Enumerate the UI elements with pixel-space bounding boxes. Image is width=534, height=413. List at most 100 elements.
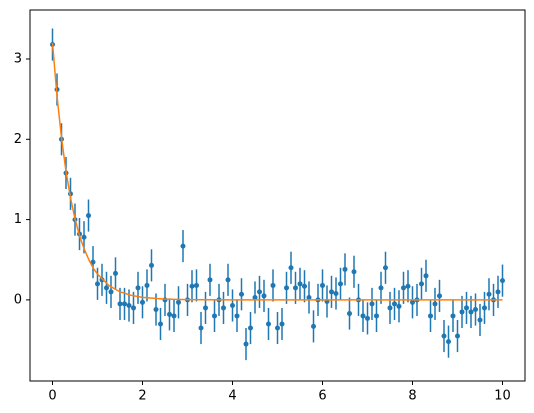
- data-point: [383, 265, 388, 271]
- x-tick-label: 6: [318, 389, 326, 404]
- data-point: [410, 299, 415, 305]
- data-point: [144, 282, 150, 288]
- data-point: [252, 294, 258, 300]
- plot-frame: [29, 9, 526, 382]
- data-point: [113, 270, 118, 276]
- x-tick-label: 2: [138, 389, 146, 404]
- data-point: [149, 262, 154, 268]
- y-tick-label: 1: [14, 212, 22, 227]
- data-point: [360, 313, 366, 319]
- data-point: [437, 293, 442, 299]
- data-point: [441, 333, 447, 339]
- data-point: [86, 213, 91, 219]
- data-point: [401, 285, 406, 291]
- data-point: [194, 282, 199, 288]
- data-point: [104, 285, 109, 291]
- y-tick-label: 0: [14, 292, 22, 307]
- x-tick-label: 4: [228, 389, 236, 404]
- data-point: [131, 305, 136, 311]
- data-point: [455, 333, 460, 339]
- data-point: [495, 289, 501, 295]
- x-tick-label: 10: [494, 389, 511, 404]
- data-point: [459, 309, 465, 315]
- data-point: [329, 289, 334, 295]
- data-point: [225, 277, 231, 283]
- fit-line: [51, 42, 503, 301]
- y-tick-label: 3: [14, 51, 22, 66]
- data-point: [230, 303, 235, 309]
- data-point: [95, 281, 100, 287]
- data-point: [135, 285, 141, 291]
- data-point: [428, 313, 433, 319]
- data-point: [234, 313, 240, 319]
- data-point: [122, 301, 127, 307]
- data-point: [288, 265, 294, 271]
- data-point: [464, 305, 469, 311]
- data-point: [365, 315, 370, 321]
- data-point: [396, 303, 402, 309]
- data-point: [378, 285, 384, 291]
- data-point: [140, 299, 145, 305]
- data-point: [108, 289, 114, 295]
- data-point: [297, 281, 303, 287]
- data-point: [171, 313, 177, 319]
- data-point: [369, 301, 375, 307]
- data-point: [279, 321, 285, 327]
- data-point: [423, 273, 429, 279]
- data-point: [126, 303, 132, 309]
- data-point: [311, 323, 316, 329]
- data-point: [99, 277, 105, 283]
- data-point: [387, 305, 393, 311]
- data-point: [221, 305, 226, 311]
- data-point: [333, 290, 339, 296]
- data-point: [90, 259, 96, 265]
- data-point: [266, 321, 271, 327]
- data-point: [500, 278, 505, 284]
- data-point: [432, 301, 438, 307]
- data-point: [180, 243, 186, 249]
- data-point: [198, 325, 204, 331]
- data-point: [446, 339, 451, 345]
- data-point: [468, 309, 474, 315]
- data-point: [189, 283, 195, 289]
- data-point: [342, 266, 348, 272]
- data-point: [338, 281, 343, 287]
- data-point: [284, 285, 289, 291]
- data-point: [239, 291, 244, 297]
- data-point: [212, 313, 217, 319]
- data-point: [275, 325, 280, 331]
- data-point: [117, 301, 123, 307]
- data-point: [81, 234, 87, 240]
- y-tick-label: 2: [14, 132, 22, 147]
- data-point: [486, 291, 492, 297]
- data-point: [176, 299, 181, 305]
- x-tick-label: 8: [408, 389, 416, 404]
- data-point: [203, 305, 208, 311]
- data-point: [419, 281, 424, 287]
- data-point: [320, 282, 325, 288]
- data-point: [257, 289, 262, 295]
- x-tick-label: 0: [48, 389, 56, 404]
- data-point: [153, 307, 159, 313]
- data-point: [162, 297, 168, 303]
- data-point: [347, 311, 352, 317]
- data-point: [482, 305, 487, 311]
- data-point: [450, 313, 456, 319]
- data-point: [477, 317, 483, 323]
- data-point: [248, 325, 253, 331]
- data-point: [207, 277, 213, 283]
- data-point: [158, 321, 163, 327]
- data-point: [351, 269, 357, 275]
- data-point: [405, 283, 411, 289]
- data-point: [392, 301, 397, 307]
- data-point: [243, 341, 249, 347]
- data-point: [473, 307, 478, 313]
- data-point: [167, 311, 172, 317]
- data-point: [270, 282, 276, 288]
- data-point: [302, 283, 307, 289]
- data-point: [261, 293, 267, 299]
- data-point: [374, 313, 379, 319]
- data-point: [306, 294, 312, 300]
